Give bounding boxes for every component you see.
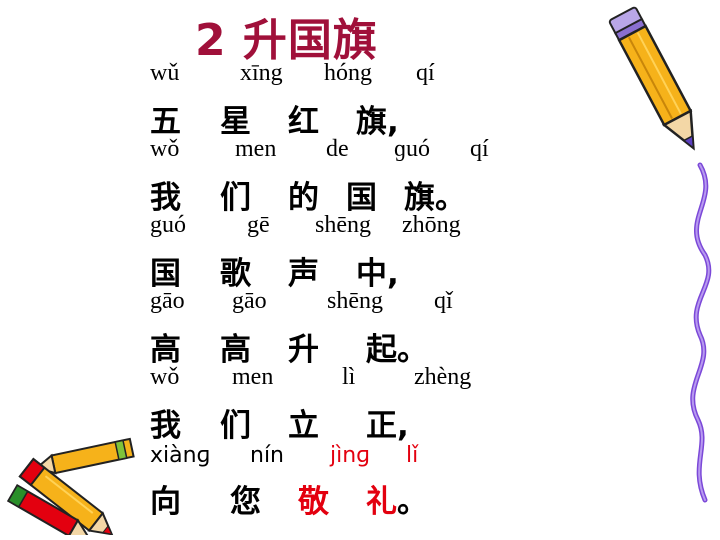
pinyin-syllable: gē (247, 212, 270, 238)
hanzi-character: 我 (150, 408, 181, 444)
hanzi-character: 星 (220, 104, 251, 140)
hanzi-character: 起。 (366, 332, 428, 368)
hanzi-character: 的 (288, 180, 319, 216)
hanzi-character: 们 (220, 408, 251, 444)
hanzi-character-highlight: 礼。 (366, 476, 428, 521)
pencil-icon (608, 6, 695, 151)
hanzi-character: 向 (150, 484, 181, 520)
purple-squiggle-icon (690, 162, 712, 503)
pinyin-syllable: men (235, 136, 277, 162)
pinyin-syllable: xiànɡ (150, 443, 211, 468)
hanzi-character: 国 (346, 180, 377, 216)
hanzi-character-highlight: 敬 (298, 484, 329, 520)
pinyin-syllable: hóng (324, 60, 372, 86)
hanzi-period: 。 (397, 484, 428, 520)
hanzi-character: 旗, (356, 104, 399, 140)
hanzi-character: 高 (220, 332, 251, 368)
hanzi-character: 立 (288, 408, 319, 444)
pinyin-syllable: nín (250, 443, 284, 468)
pinyin-syllable: wǔ (150, 60, 180, 86)
pinyin-syllable: lì (342, 364, 356, 390)
pinyin-syllable: ɡuó (394, 136, 430, 162)
pinyin-syllable: qí (416, 60, 435, 86)
pinyin-syllable: shēng (315, 212, 371, 238)
pinyin-syllable: gāo (150, 288, 185, 314)
hanzi-character: 高 (150, 332, 181, 368)
pinyin-syllable: xīng (240, 60, 283, 86)
pinyin-syllable: guó (150, 212, 186, 238)
pinyin-syllable: shēng (327, 288, 383, 314)
hanzi-character: 中, (356, 256, 399, 292)
hanzi-character: 五 (150, 104, 181, 140)
hanzi-li: 礼 (366, 484, 397, 520)
hanzi-character: 正, (366, 408, 409, 444)
pinyin-syllable: wǒ (150, 136, 180, 162)
hanzi-character: 我 (150, 180, 181, 216)
hanzi-character: 红 (288, 104, 319, 140)
pinyin-syllable: wǒ (150, 364, 180, 390)
hanzi-character: 您 (230, 484, 261, 520)
pinyin-syllable: gāo (232, 288, 267, 314)
pinyin-syllable: zhèng (414, 364, 472, 390)
pinyin-syllable: de (326, 136, 349, 162)
pinyin-syllable: qí (470, 136, 489, 162)
hanzi-character: 国 (150, 256, 181, 292)
hanzi-character: 们 (220, 180, 251, 216)
hanzi-character: 声 (288, 256, 319, 292)
hanzi-character: 升 (288, 332, 319, 368)
hanzi-character: 旗。 (404, 180, 466, 216)
pinyin-syllable: qǐ (434, 288, 453, 314)
crayons-icon (6, 437, 135, 535)
pinyin-syllable: zhōng (402, 212, 461, 238)
pinyin-syllable: men (232, 364, 274, 390)
pinyin-syllable-highlight: jìnɡ (330, 443, 371, 468)
hanzi-character: 歌 (220, 256, 251, 292)
pinyin-syllable-highlight: lǐ (406, 443, 419, 468)
lesson-title: 2 升国旗 (195, 15, 378, 66)
